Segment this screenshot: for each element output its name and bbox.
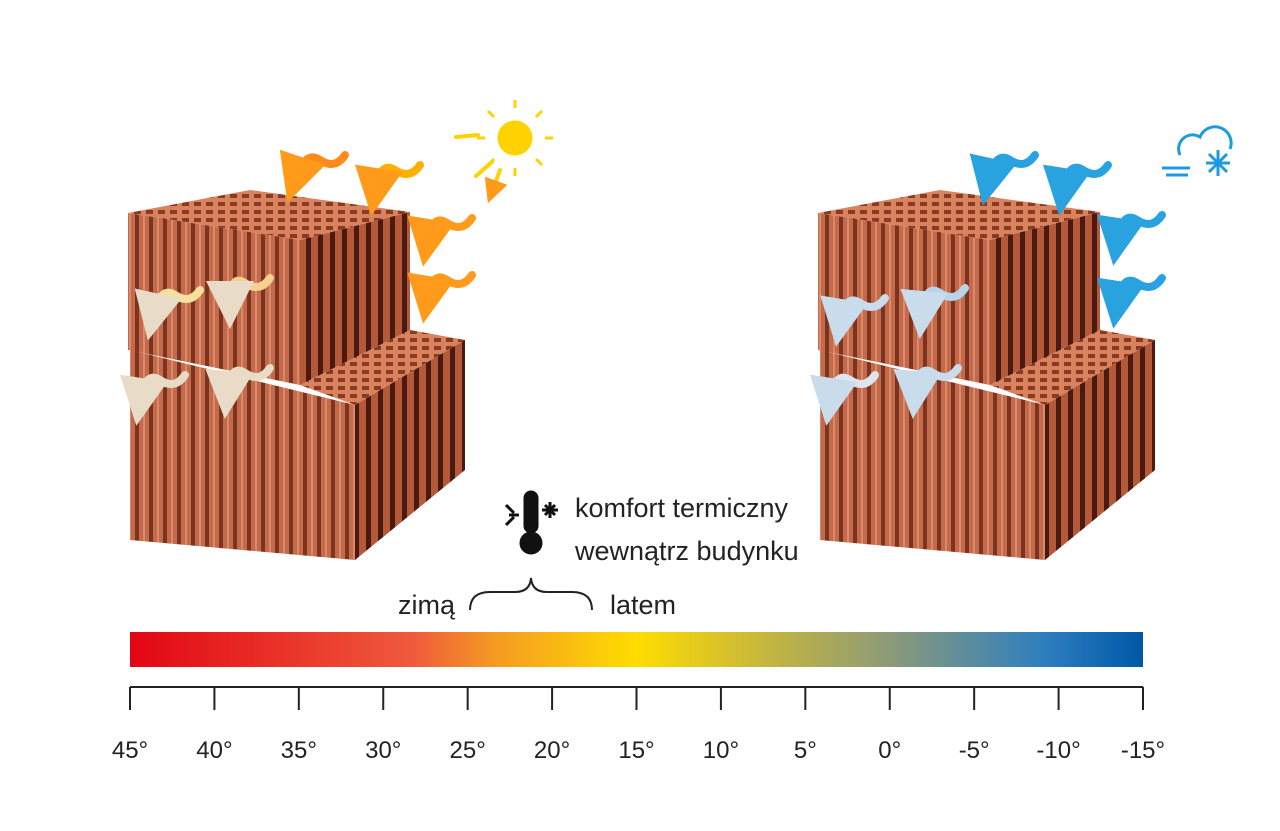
tick-label: 15° xyxy=(618,737,654,764)
warm-block xyxy=(128,190,465,560)
caption-line: wewnątrz budynku xyxy=(574,536,799,566)
tick-label: -10° xyxy=(1036,737,1080,764)
tick-label: 20° xyxy=(534,737,570,764)
caption-line: komfort termiczny xyxy=(575,493,789,523)
tick-label: 40° xyxy=(196,737,232,764)
summer-label: latem xyxy=(610,590,676,620)
tick-label: 25° xyxy=(450,737,486,764)
cloud xyxy=(1162,125,1233,177)
tick-label: -15° xyxy=(1121,737,1165,764)
warm-arrows xyxy=(119,133,500,426)
tick-label: 5° xyxy=(794,737,817,764)
thermometer-icon xyxy=(504,490,558,555)
tick-label: 10° xyxy=(703,737,739,764)
tick-label: -5° xyxy=(959,737,990,764)
scale: 45° 40° 35° 30° 25° 20° 15° 10° 5° 0° -5° -10° -15° xyxy=(112,687,1165,764)
tick-label: 35° xyxy=(281,737,317,764)
temperature-bar xyxy=(130,632,1143,667)
cold-arrows xyxy=(809,151,1166,426)
tick-label: 0° xyxy=(878,737,901,764)
sun xyxy=(477,100,553,176)
tick-label: 30° xyxy=(365,737,401,764)
cold-block xyxy=(818,190,1155,560)
winter-label: zimą xyxy=(398,590,456,620)
brace xyxy=(469,577,593,611)
tick-label: 45° xyxy=(112,737,148,764)
